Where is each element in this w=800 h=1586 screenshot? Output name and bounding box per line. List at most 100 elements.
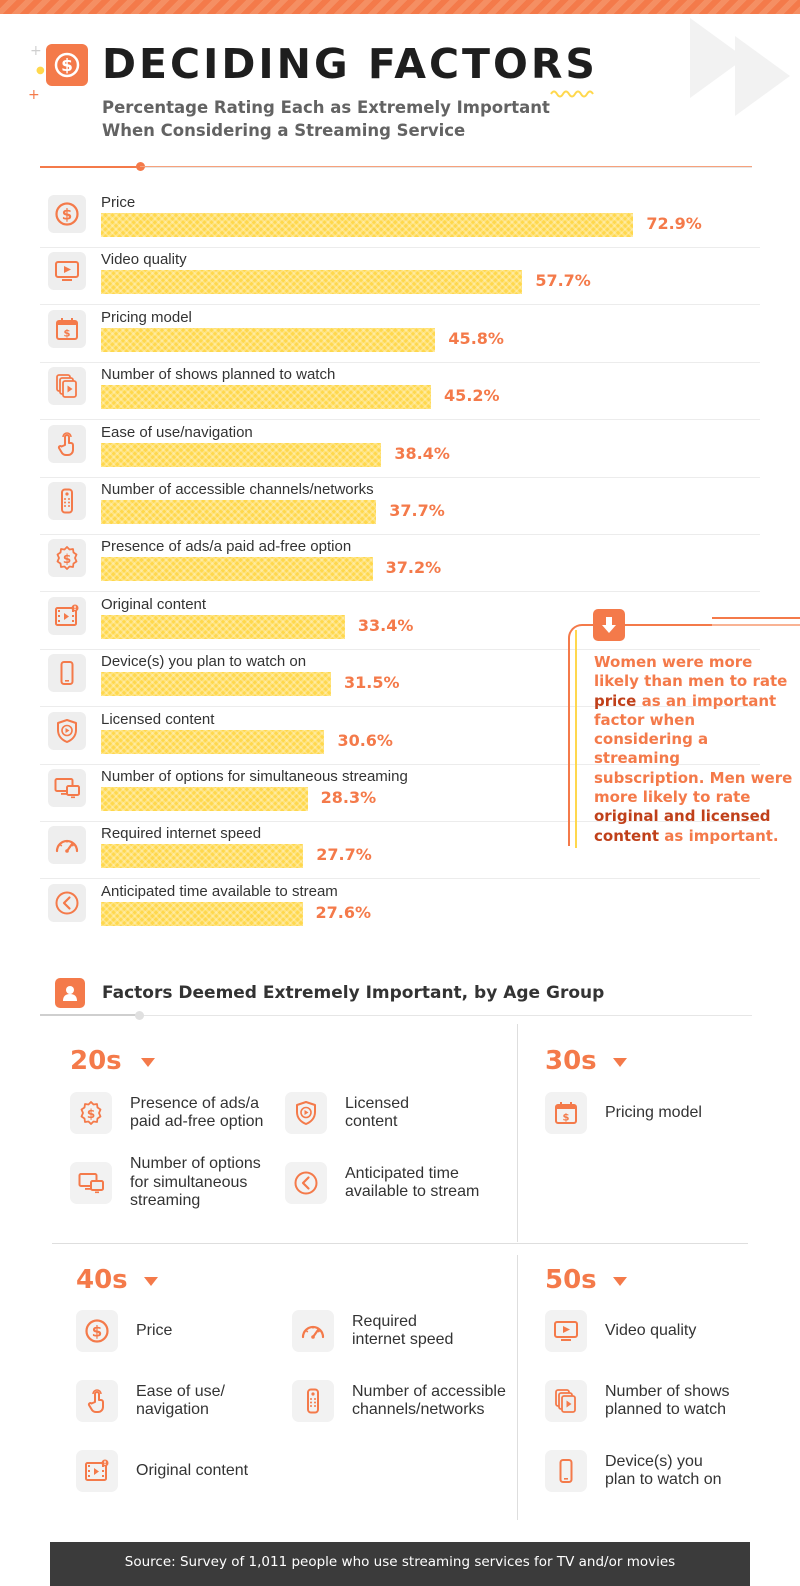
top-stripe-bar [0, 0, 800, 14]
bar-category-label: Ease of use/navigation [101, 423, 253, 441]
grid-divider-vertical [517, 1255, 518, 1520]
header-divider-line [140, 166, 752, 167]
svg-text:$: $ [63, 552, 71, 566]
bar-value-label: 45.2% [444, 386, 500, 406]
chart-row: Licensed content 30.6% [40, 707, 760, 765]
bar-value-label: 28.3% [320, 788, 377, 807]
bar-value-label: 72.9% [646, 214, 702, 233]
smartphone-icon [545, 1450, 587, 1492]
callout-segment: as an important factor when considering … [594, 691, 793, 807]
chart-row: Number of options for simultaneous strea… [40, 764, 760, 822]
chart-row: Number of shows planned to watch 45.2% [40, 362, 760, 421]
callout-emphasis: price [594, 691, 637, 710]
smartphone-icon [48, 654, 86, 693]
pointer-hand-icon [76, 1380, 118, 1422]
page-title: DECIDING FACTORS [102, 40, 598, 88]
stacked-videos-icon [545, 1380, 587, 1422]
callout-segment: Women were more likely than men to rate [594, 653, 788, 691]
bar-category-label: Original content [101, 595, 207, 613]
age-factor-label: Original content [136, 1461, 249, 1479]
bar-category-label: Anticipated time available to stream [101, 882, 338, 900]
age-factor-label: Device(s) you plan to watch on [605, 1452, 722, 1489]
age-factor-label: Number of options for simultaneous strea… [130, 1155, 261, 1210]
age-factor-label: Licensed content [345, 1094, 410, 1131]
source-footer: Source: Survey of 1,011 people who use s… [50, 1542, 750, 1586]
shield-play-icon [285, 1092, 327, 1134]
age-group-heading: 30s [545, 1046, 597, 1076]
video-icon [545, 1310, 587, 1352]
bar-category-label: Licensed content [101, 710, 215, 728]
age-factor-label: Video quality [605, 1321, 697, 1339]
age-factor-label: Presence of ads/a paid ad-free option [130, 1094, 264, 1131]
bar [101, 327, 436, 352]
svg-text:$: $ [563, 1113, 570, 1124]
play-shape-decoration [735, 36, 790, 116]
sparkle-decoration: ● [36, 65, 45, 76]
sparkle-decoration: + [30, 43, 42, 59]
age-factor-label: Price [136, 1321, 173, 1339]
chart-row: Video quality 57.7% [40, 247, 760, 306]
bar-category-label: Presence of ads/a paid ad-free option [101, 538, 352, 556]
bar-category-label: Number of accessible channels/networks [101, 481, 374, 498]
bar [101, 614, 345, 639]
calendar-dollar-icon: $ [545, 1092, 587, 1134]
grid-divider-vertical [517, 1024, 518, 1242]
callout-text: Women were more likely than men to rate … [594, 653, 794, 846]
bar [101, 901, 303, 926]
bar-category-label: Required internet speed [101, 825, 262, 843]
bar-value-label: 27.6% [315, 902, 372, 922]
sparkle-decoration: + [28, 87, 40, 103]
bar-category-label: Pricing model [101, 308, 192, 326]
clock-arrow-icon [285, 1162, 327, 1204]
chart-row: Device(s) you plan to watch on 31.5% [40, 649, 760, 708]
bar-value-label: 37.2% [385, 558, 442, 578]
chart-row: $ Price 72.9% [40, 190, 760, 248]
stacked-videos-icon [48, 367, 86, 406]
svg-text:$: $ [87, 1107, 95, 1121]
chart-row: Original content 33.4% [40, 592, 760, 650]
callout-segment: as important. [659, 826, 779, 845]
age-factor-label: Number of shows planned to watch [605, 1382, 730, 1419]
dollar-icon: $ [46, 44, 88, 86]
age-group-heading: 20s [70, 1046, 122, 1076]
dollar-icon: $ [48, 195, 86, 233]
bar [101, 787, 308, 811]
age-group-heading: 50s [545, 1265, 597, 1295]
shield-play-icon [48, 711, 86, 750]
dollar-badge-icon: $ [70, 1092, 112, 1134]
chart-row: $ Presence of ads/a paid ad-free option 37… [40, 534, 760, 593]
arrow-down-icon [593, 609, 625, 641]
bar [101, 500, 377, 524]
bar-value-label: 37.7% [389, 501, 445, 520]
section-divider [40, 1015, 752, 1016]
bar [101, 844, 304, 869]
bar-category-label: Device(s) you plan to watch on [101, 653, 307, 671]
pointer-hand-icon [48, 424, 86, 463]
age-factor-label: Required internet speed [352, 1312, 454, 1349]
bar [101, 557, 373, 582]
bar-value-label: 33.4% [357, 615, 414, 635]
bar [101, 270, 523, 295]
chart-row: Number of accessible channels/networks 37… [40, 477, 760, 535]
bar-category-label: Number of shows planned to watch [101, 366, 336, 384]
callout-accent-line [575, 630, 577, 848]
svg-text:$: $ [61, 56, 73, 76]
age-factor-label: Number of accessible channels/networks [352, 1382, 506, 1419]
caret-down-icon [141, 1058, 155, 1067]
film-icon [76, 1450, 118, 1492]
section-divider-accent [40, 1014, 140, 1016]
bar-value-label: 27.7% [316, 845, 372, 865]
age-factor-label: Anticipated time available to stream [345, 1164, 480, 1201]
header-divider [40, 166, 752, 168]
bar-value-label: 45.8% [448, 328, 504, 348]
callout-connector-line [712, 617, 800, 619]
bar-value-label: 31.5% [344, 673, 400, 693]
bar-value-label: 38.4% [394, 443, 450, 463]
film-icon [48, 596, 86, 635]
monitors-icon [70, 1162, 112, 1204]
age-factor-label: Pricing model [605, 1103, 702, 1121]
header-divider-accent [40, 166, 140, 168]
speedometer-icon [292, 1310, 334, 1352]
callout-frame [568, 624, 800, 846]
bar-value-label: 57.7% [535, 271, 591, 291]
